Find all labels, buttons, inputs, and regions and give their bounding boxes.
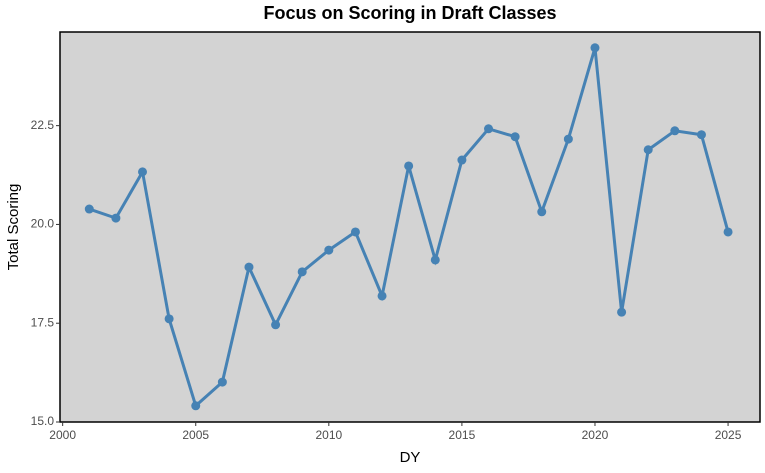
point: [217, 377, 227, 387]
point: [164, 314, 174, 324]
x-tick-label: 2000: [49, 428, 76, 442]
point: [84, 204, 94, 214]
y-tick-label: 20.0: [31, 217, 55, 231]
y-tick-label: 22.5: [31, 118, 55, 132]
point: [670, 126, 680, 136]
y-axis-title: Total Scoring: [5, 184, 22, 271]
chart-title: Focus on Scoring in Draft Classes: [263, 3, 556, 23]
point: [537, 207, 547, 217]
y-tick-label: 15.0: [31, 414, 55, 428]
y-tick-label: 17.5: [31, 315, 55, 329]
point: [191, 401, 201, 411]
point: [111, 213, 121, 223]
point: [377, 291, 387, 301]
point: [643, 145, 653, 155]
point: [617, 307, 627, 317]
point: [457, 155, 467, 165]
point: [484, 124, 494, 134]
point: [297, 267, 307, 277]
point: [696, 130, 706, 140]
point: [271, 320, 281, 330]
x-tick-label: 2015: [449, 428, 476, 442]
x-tick-label: 2010: [315, 428, 342, 442]
x-axis-title: DY: [400, 449, 421, 466]
panel: [59, 31, 761, 423]
point: [244, 262, 254, 272]
point: [563, 134, 573, 144]
point: [404, 161, 414, 171]
point: [350, 227, 360, 237]
point: [324, 245, 334, 255]
x-tick-label: 2020: [582, 428, 609, 442]
x-tick-label: 2005: [182, 428, 209, 442]
x-tick-label: 2025: [715, 428, 742, 442]
point: [510, 132, 520, 142]
point: [590, 43, 600, 53]
point: [138, 167, 148, 177]
point: [430, 255, 440, 265]
point: [723, 227, 733, 237]
